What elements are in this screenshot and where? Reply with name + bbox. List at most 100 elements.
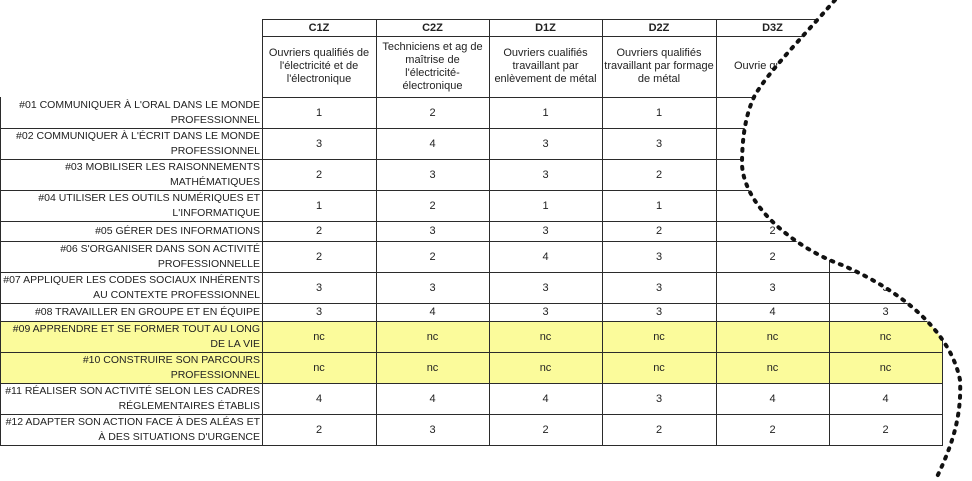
grid-line	[0, 383, 942, 384]
column-code: D1Z	[535, 21, 556, 34]
row-value: 3	[429, 423, 436, 436]
column-code: C2Z	[422, 21, 443, 34]
grid-line	[489, 19, 490, 446]
grid-line	[0, 303, 942, 304]
column-code: D3Z	[762, 21, 783, 34]
row-value: 3	[542, 137, 549, 150]
grid-line	[376, 19, 377, 446]
row-value: 2	[769, 225, 776, 237]
row-value: 3	[315, 306, 323, 318]
row-value: 3	[769, 281, 776, 294]
row-label: #08 TRAVAILLER EN GROUPE ET EN ÉQUIPE	[34, 305, 260, 318]
row-value: 4	[315, 392, 323, 405]
grid-line	[0, 190, 942, 191]
row-label: #05 GÉRER DES INFORMATIONS	[95, 224, 260, 237]
row-label: #11 RÉALISER SON ACTIVITÉ SELON LES CADR…	[5, 384, 260, 412]
grid-line	[0, 221, 942, 222]
row-value: 4	[542, 392, 549, 405]
column-description: Ouvriers cualifiés travaillant par enlèv…	[494, 47, 597, 85]
grid-line	[262, 19, 263, 446]
row-label: #09 APPRENDRE ET SE FORMER TOUT AU LONG …	[12, 322, 260, 350]
row-label: #06 S'ORGANISER DANS SON ACTIVITÉ PROFES…	[60, 242, 260, 270]
row-value: 3	[655, 306, 663, 318]
row-value: 1	[315, 106, 323, 119]
column-description: Ouvriers qualifiés de l'électricité et d…	[268, 47, 370, 85]
row-value: nc	[653, 330, 665, 343]
row-label: #03 MOBILISER LES RAISONNEMENTS MATHÉMAT…	[65, 160, 260, 188]
column-code: D2Z	[648, 21, 670, 34]
row-value: 1	[315, 199, 323, 212]
row-value: 3	[655, 137, 663, 150]
row-value: 4	[769, 306, 776, 318]
grid-line	[0, 352, 942, 353]
column-description: Techniciens et ag de maîtrise de l'élect…	[382, 40, 483, 92]
row-value: 3	[542, 306, 549, 318]
row-value: 2	[429, 199, 436, 212]
row-value: nc	[426, 330, 439, 343]
row-value: 2	[882, 423, 889, 436]
row-value: 3	[315, 137, 323, 150]
row-value: 2	[315, 225, 323, 237]
highlight-band	[0, 321, 942, 352]
dashed-curve-path	[739, 0, 963, 481]
row-value: 3	[655, 281, 663, 294]
row-value: nc	[879, 361, 892, 374]
grid-line	[716, 19, 717, 446]
grid-line	[0, 272, 942, 273]
grid-line	[0, 97, 1, 446]
row-value: nc	[879, 330, 892, 343]
row-label: #04 UTILISER LES OUTILS NUMÉRIQUES ET L'…	[38, 191, 260, 219]
row-value: 3	[429, 281, 436, 294]
row-value: nc	[653, 361, 665, 374]
column-code: C1Z	[308, 21, 330, 34]
row-value: 4	[429, 306, 436, 318]
row-value: 3	[542, 281, 549, 294]
grid-line	[0, 241, 942, 242]
row-value: 2	[769, 250, 776, 263]
row-value: 2	[429, 106, 436, 119]
row-value: 3	[542, 225, 549, 237]
grid-line	[0, 445, 942, 446]
row-value: nc	[766, 361, 779, 374]
grid-line	[0, 321, 942, 322]
grid-line	[0, 414, 942, 415]
row-label: #10 CONSTRUIRE SON PARCOURS PROFESSIONNE…	[82, 353, 260, 381]
row-value: 2	[315, 168, 323, 181]
row-value: nc	[313, 330, 325, 343]
row-label: #02 COMMUNIQUER À L'ÉCRIT DANS LE MONDE …	[16, 129, 260, 157]
row-value: 2	[655, 225, 663, 237]
highlight-band	[0, 352, 942, 383]
row-value: 2	[769, 423, 776, 436]
row-value: 3	[429, 225, 436, 237]
row-value: 3	[655, 250, 663, 263]
row-value: 3	[542, 168, 549, 181]
row-value: nc	[426, 361, 439, 374]
row-value: 1	[542, 106, 549, 119]
row-value: nc	[539, 330, 552, 343]
row-value: 2	[655, 168, 663, 181]
row-value: nc	[766, 330, 779, 343]
row-value: 3	[655, 392, 663, 405]
row-value: 3	[315, 281, 323, 294]
row-value: 2	[655, 423, 663, 436]
row-value: 4	[769, 392, 776, 405]
column-description: Ouvriers qualifiés travaillant par forma…	[604, 47, 714, 85]
grid-line	[0, 159, 942, 160]
row-value: 4	[429, 137, 436, 150]
row-value: 4	[882, 392, 889, 405]
row-value: 1	[655, 199, 663, 212]
row-value: 2	[315, 250, 323, 263]
row-value: 4	[542, 250, 549, 263]
row-value: 2	[429, 250, 436, 263]
row-value: 1	[542, 199, 549, 212]
row-value: nc	[539, 361, 552, 374]
row-value: nc	[313, 361, 325, 374]
row-value: 2	[542, 423, 549, 436]
mask-shape	[742, 0, 972, 481]
row-value: 2	[315, 423, 323, 436]
row-value: 3	[882, 306, 889, 318]
grid-line	[0, 128, 942, 129]
